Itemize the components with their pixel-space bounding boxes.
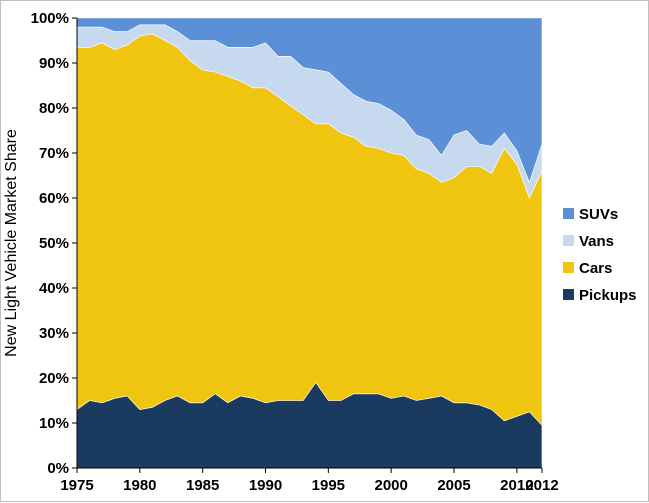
legend-label-cars: Cars bbox=[579, 260, 612, 277]
y-tick-label: 10% bbox=[39, 415, 69, 432]
y-tick-label: 90% bbox=[39, 55, 69, 72]
y-tick-label: 20% bbox=[39, 370, 69, 387]
legend-swatch-suvs bbox=[563, 208, 574, 219]
y-tick-label: 100% bbox=[31, 10, 69, 27]
y-tick-label: 60% bbox=[39, 190, 69, 207]
y-tick-label: 50% bbox=[39, 235, 69, 252]
x-tick-label: 2010 bbox=[500, 477, 533, 494]
area-suvs bbox=[76, 17, 543, 184]
series-areas bbox=[76, 17, 543, 469]
x-tick-label: 1995 bbox=[312, 477, 345, 494]
legend-swatch-vans bbox=[563, 235, 574, 246]
x-tick-label: 1980 bbox=[123, 477, 156, 494]
legend-swatch-pickups bbox=[563, 289, 574, 300]
y-tick-labels: 0% 10% 20% 30% 40% 50% 60% 70% 80% 90% 100% bbox=[31, 10, 69, 477]
x-tick-label: 1985 bbox=[186, 477, 219, 494]
x-tick-label: 2005 bbox=[437, 477, 470, 494]
y-tick-label: 70% bbox=[39, 145, 69, 162]
axes bbox=[72, 17, 543, 473]
legend-label-pickups: Pickups bbox=[579, 287, 637, 304]
legend-swatch-cars bbox=[563, 262, 574, 273]
y-tick-label: 80% bbox=[39, 100, 69, 117]
x-tick-label: 2000 bbox=[375, 477, 408, 494]
x-tick-label: 1990 bbox=[249, 477, 282, 494]
y-tick-label: 30% bbox=[39, 325, 69, 342]
y-tick-label: 40% bbox=[39, 280, 69, 297]
legend: SUVs Vans Cars Pickups bbox=[563, 206, 637, 304]
y-tick-label: 0% bbox=[47, 460, 69, 477]
x-tick-label: 1975 bbox=[60, 477, 93, 494]
y-axis-title: New Light Vehicle Market Share bbox=[3, 129, 20, 357]
legend-label-vans: Vans bbox=[579, 233, 614, 250]
legend-label-suvs: SUVs bbox=[579, 206, 618, 223]
x-tick-label: 2012 bbox=[525, 477, 558, 494]
